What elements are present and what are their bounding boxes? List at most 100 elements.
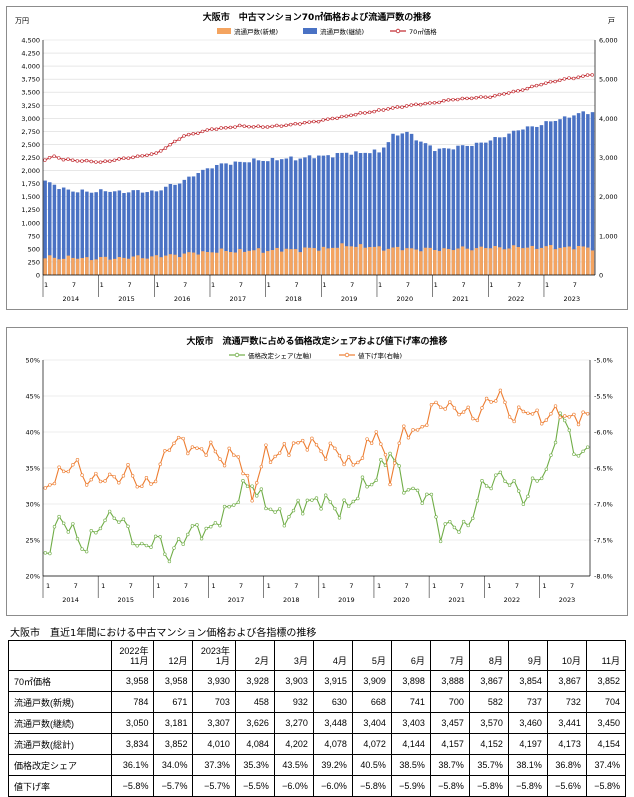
right-tick-label: -8.0% <box>594 573 613 581</box>
row-label: 流通戸数(総計) <box>8 733 112 755</box>
right-tick-label: -7.0% <box>594 501 613 509</box>
month-tick-label: 1 <box>434 281 438 289</box>
bar-new <box>558 247 562 275</box>
share-point <box>521 502 526 506</box>
table-cell: 582 <box>468 691 509 713</box>
price-cut-point <box>209 440 213 445</box>
month-tick-label: 1 <box>267 582 271 590</box>
price-cut-point <box>553 404 558 408</box>
price-cut-point <box>195 446 199 450</box>
price-point <box>84 158 89 163</box>
table-cell: 784 <box>110 691 155 713</box>
price-point <box>321 118 325 122</box>
price-cut-point <box>287 453 291 458</box>
left-tick-label: 25% <box>26 537 40 545</box>
bar-continuing <box>317 155 321 275</box>
price-point <box>210 127 214 131</box>
bar-continuing <box>275 160 279 275</box>
table-cell: 458 <box>234 691 275 713</box>
price-point <box>173 139 177 144</box>
month-tick-label: 1 <box>489 281 493 289</box>
table-row: 流通戸数(新規) 784 671 703 458 932 630 668 741 700 582 73… <box>8 691 627 713</box>
bar-new <box>409 248 414 275</box>
table-cell: 3,854 <box>507 670 548 692</box>
bar-new <box>117 257 122 275</box>
bar-continuing <box>131 190 136 275</box>
price-cut-point <box>452 406 457 410</box>
share-point <box>227 505 231 509</box>
legend-marker-share <box>234 352 240 358</box>
table-cell: 3,570 <box>468 712 509 734</box>
price-point <box>330 116 335 121</box>
share-point <box>61 521 66 526</box>
table-cell: 39.2% <box>312 754 353 776</box>
price-cut-point <box>245 473 250 478</box>
bar-continuing <box>187 176 191 275</box>
bar-continuing <box>205 168 210 275</box>
column-header: 2022年 11月 <box>110 640 155 671</box>
table-row: 価格改定シェア 36.1% 34.0% 37.3% 35.3% 43.5% 39.2% 40.… <box>8 754 627 776</box>
price-cut-point <box>420 424 424 429</box>
price-point <box>279 124 284 128</box>
price-cut-point <box>480 406 484 410</box>
price-point <box>196 131 200 135</box>
table-cell: 671 <box>153 691 194 713</box>
price-point <box>307 120 311 124</box>
share-point <box>553 440 558 445</box>
year-label: 2020 <box>393 596 410 604</box>
price-cut-point <box>291 441 296 445</box>
bar-continuing <box>136 190 140 275</box>
legend-label-continuing: 流通戸数(継続) <box>320 27 364 36</box>
price-point <box>108 159 112 163</box>
year-label: 2017 <box>230 295 247 303</box>
share-point <box>448 520 452 524</box>
month-tick-label: 7 <box>460 582 464 590</box>
price-cut-point <box>296 441 300 445</box>
bar-series <box>43 111 595 276</box>
bar-continuing <box>80 189 84 275</box>
price-cut-point <box>388 482 392 487</box>
column-header-month: 9月 <box>527 656 542 666</box>
price-cut-point <box>429 402 434 407</box>
price-cut-point <box>305 448 310 452</box>
share-point <box>103 518 107 523</box>
bar-continuing <box>201 169 205 275</box>
price-cut-point <box>112 474 116 479</box>
month-tick-label: 7 <box>294 281 298 289</box>
right-tick-label: 3,000 <box>599 154 618 162</box>
bar-new <box>48 255 52 275</box>
bar-continuing <box>423 143 428 275</box>
bar-new <box>312 248 316 275</box>
left-tick-label: 30% <box>26 501 40 509</box>
table-cell: −6.0% <box>312 775 353 797</box>
bar-continuing <box>400 133 405 275</box>
price-cut-point <box>475 418 480 423</box>
bar-continuing <box>484 142 488 275</box>
price-cut-point <box>443 407 447 411</box>
bar-new <box>488 248 493 275</box>
bar-continuing <box>298 158 303 275</box>
legend-swatch-continuing <box>303 28 317 34</box>
bar-new <box>256 248 261 275</box>
column-header-month: 1月 <box>215 656 230 666</box>
share-point <box>57 514 61 519</box>
table-cell: 4,154 <box>585 733 627 755</box>
price-cut-point <box>333 446 337 451</box>
bar-continuing <box>312 158 316 275</box>
price-point <box>80 159 84 163</box>
price-point <box>186 132 191 137</box>
table-cell: 4,084 <box>234 733 275 755</box>
price-cut-point <box>176 435 181 440</box>
share-point <box>190 524 195 528</box>
table-cell: 3,441 <box>546 712 587 734</box>
month-tick-label: 1 <box>100 281 104 289</box>
year-label: 2015 <box>118 295 135 303</box>
bar-new <box>52 257 57 275</box>
chart1-legend: 流通戸数(新規) 流通戸数(継続) 70㎡価格 <box>217 27 437 36</box>
price-cut-point <box>310 436 314 441</box>
column-header-month: 2月 <box>254 656 269 666</box>
bar-new <box>335 247 340 275</box>
table-cell: 37.4% <box>585 754 627 776</box>
share-point <box>153 534 158 539</box>
row-label: 流通戸数(継続) <box>8 712 112 734</box>
